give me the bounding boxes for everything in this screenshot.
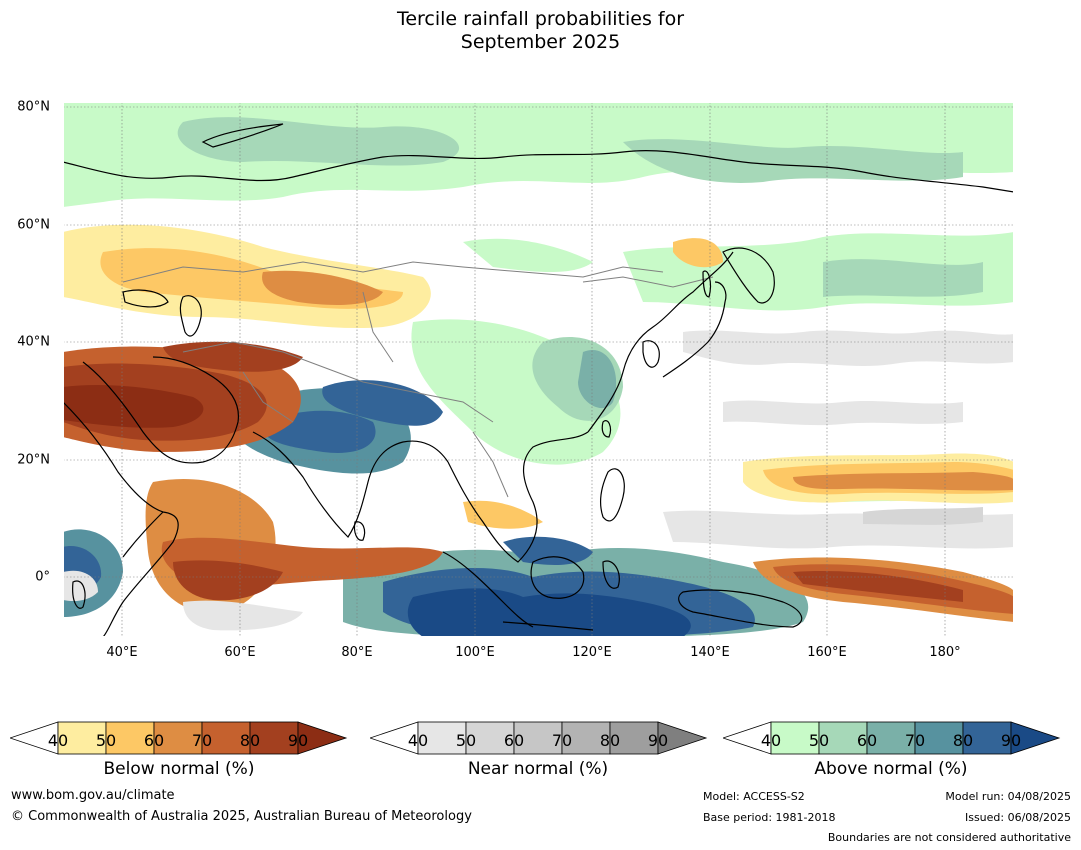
near-segment-4 (561, 721, 611, 755)
below-extend-high (297, 721, 348, 755)
above-tick-label: 50 (808, 731, 830, 750)
lat-label-60n: 60°N (17, 217, 50, 233)
lat-label-0: 0° (35, 569, 50, 585)
above-tick-label: 80 (952, 731, 974, 750)
near-tick-label: 40 (407, 731, 429, 750)
lon-label-60e: 60°E (224, 645, 256, 660)
above-segment-2 (818, 721, 868, 755)
above-tick-label: 40 (760, 731, 782, 750)
above-tick-label: 60 (856, 731, 878, 750)
below-normal-colorbar (10, 721, 348, 755)
below-segment-2 (105, 721, 155, 755)
above-tick-label: 90 (1000, 731, 1022, 750)
near-normal-colorbar (370, 721, 708, 755)
lon-label-120e: 120°E (572, 645, 612, 660)
below-tick-label: 80 (239, 731, 261, 750)
base-period-text: Base period: 1981-2018 (703, 811, 836, 824)
above-segment-4 (914, 721, 964, 755)
below-normal-label: Below normal (%) (103, 759, 255, 779)
near-segment-1 (417, 721, 467, 755)
lon-label-80e: 80°E (341, 645, 373, 660)
below-tick-label: 90 (287, 731, 309, 750)
title-line-1: Tercile rainfall probabilities for (396, 8, 685, 30)
near-normal-label: Near normal (%) (467, 759, 609, 779)
lon-label-140e: 140°E (690, 645, 730, 660)
below-segment-1 (57, 721, 107, 755)
near-tick-label: 90 (647, 731, 669, 750)
below-tick-label: 60 (143, 731, 165, 750)
lon-label-100e: 100°E (455, 645, 495, 660)
lon-label-40e: 40°E (106, 645, 138, 660)
lat-label-20n: 20°N (17, 452, 50, 468)
website-link[interactable]: www.bom.gov.au/climate (11, 788, 175, 803)
near-normal-shading (63, 330, 1014, 631)
title-line-2: September 2025 (460, 31, 621, 53)
above-tick-label: 70 (904, 731, 926, 750)
rainfall-probability-map (63, 102, 1014, 637)
near-tick-label: 50 (455, 731, 477, 750)
map-title: Tercile rainfall probabilities for Septe… (0, 8, 1081, 54)
near-tick-label: 60 (503, 731, 525, 750)
lon-label-160e: 160°E (807, 645, 847, 660)
issued-text: Issued: 06/08/2025 (964, 811, 1071, 824)
above-segment-5 (962, 721, 1012, 755)
near-tick-label: 70 (551, 731, 573, 750)
model-text: Model: ACCESS-S2 (703, 790, 805, 803)
below-tick-label: 50 (95, 731, 117, 750)
below-segment-4 (201, 721, 251, 755)
near-tick-label: 80 (599, 731, 621, 750)
near-extend-high (657, 721, 708, 755)
lat-label-40n: 40°N (17, 334, 50, 350)
copyright-text: © Commonwealth of Australia 2025, Austra… (11, 809, 472, 824)
near-segment-5 (609, 721, 659, 755)
above-normal-colorbar (723, 721, 1061, 755)
coastlines (63, 123, 1014, 637)
below-tick-label: 70 (191, 731, 213, 750)
below-normal-shading (63, 224, 1014, 622)
model-run-text: Model run: 04/08/2025 (945, 790, 1071, 803)
graticule (63, 102, 1014, 637)
below-tick-label: 40 (47, 731, 69, 750)
lon-label-180: 180° (929, 645, 961, 660)
near-segment-3 (513, 721, 563, 755)
boundaries-disclaimer: Boundaries are not considered authoritat… (827, 831, 1071, 844)
above-segment-3 (866, 721, 916, 755)
above-extend-high (1010, 721, 1061, 755)
near-segment-2 (465, 721, 515, 755)
above-normal-label: Above normal (%) (814, 759, 968, 779)
lat-label-80n: 80°N (17, 99, 50, 115)
above-segment-1 (770, 721, 820, 755)
below-segment-5 (249, 721, 299, 755)
country-boundaries (122, 261, 714, 498)
